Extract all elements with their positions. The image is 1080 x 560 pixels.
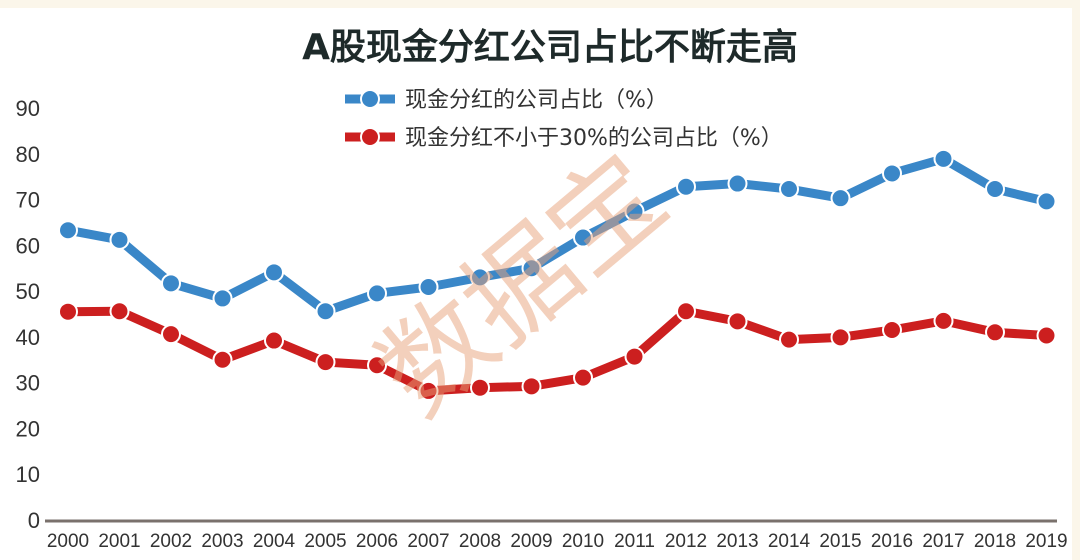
data-point <box>985 179 1005 200</box>
data-point <box>573 367 593 388</box>
data-point <box>161 273 181 294</box>
legend-label-1: 现金分红不小于30%的公司占比（%） <box>405 126 783 151</box>
data-point <box>212 288 233 309</box>
data-point <box>933 310 954 331</box>
data-point <box>624 346 645 367</box>
data-point <box>367 283 387 304</box>
x-tick-label: 2012 <box>665 531 707 552</box>
data-point <box>521 258 542 279</box>
x-tick-label: 2008 <box>459 531 501 552</box>
watermark: 数据宝 <box>354 130 689 440</box>
x-tick-label: 2013 <box>716 531 758 552</box>
data-point <box>109 301 130 322</box>
data-point <box>985 322 1005 343</box>
x-tick-label: 2006 <box>356 531 398 552</box>
x-tick-label: 2002 <box>150 531 192 552</box>
data-point <box>418 380 439 401</box>
y-tick-label: 90 <box>16 96 40 121</box>
y-tick-label: 0 <box>28 508 40 533</box>
x-tick-label: 2007 <box>407 531 449 552</box>
x-tick-label: 2003 <box>201 531 243 552</box>
x-tick-label: 2000 <box>47 531 89 552</box>
y-tick-label: 10 <box>16 462 40 487</box>
data-point <box>727 311 748 332</box>
data-point <box>315 352 336 373</box>
data-point <box>830 188 851 209</box>
data-point <box>521 376 542 397</box>
y-tick-label: 50 <box>16 279 40 304</box>
data-point <box>676 176 696 197</box>
data-point <box>367 355 387 376</box>
x-tick-label: 2014 <box>768 531 811 552</box>
y-tick-label: 20 <box>16 416 40 441</box>
data-point <box>58 301 78 322</box>
data-point <box>58 220 78 241</box>
y-tick-label: 80 <box>16 142 40 167</box>
data-point <box>882 320 902 341</box>
chart-title: A股现金分红公司占比不断走高 <box>302 27 798 68</box>
x-tick-label: 2017 <box>922 531 964 552</box>
data-point <box>933 148 954 169</box>
data-point <box>830 327 851 348</box>
x-tick-label: 2015 <box>819 531 861 552</box>
y-tick-label: 70 <box>16 188 40 213</box>
data-point <box>573 227 593 248</box>
legend-label-0: 现金分红的公司占比（%） <box>405 88 668 113</box>
data-point <box>779 179 799 200</box>
legend-marker-1 <box>360 127 380 147</box>
data-point <box>676 301 696 322</box>
x-tick-label: 2001 <box>98 531 140 552</box>
data-point <box>1036 191 1057 212</box>
x-tick-label: 2004 <box>253 531 296 552</box>
data-point <box>624 201 645 222</box>
data-point <box>882 163 902 184</box>
data-point <box>264 330 284 351</box>
x-tick-label: 2010 <box>562 531 604 552</box>
x-tick-label: 2011 <box>614 531 655 552</box>
data-point <box>161 324 181 345</box>
data-point <box>470 267 490 288</box>
y-tick-label: 30 <box>16 371 40 396</box>
x-tick-label: 2018 <box>974 531 1016 552</box>
data-point <box>315 301 336 322</box>
y-tick-label: 40 <box>16 325 40 350</box>
data-point <box>212 349 233 370</box>
data-point <box>1036 325 1057 346</box>
x-tick-label: 2005 <box>304 531 346 552</box>
data-point <box>779 329 799 350</box>
data-point <box>418 276 439 297</box>
x-tick-label: 2016 <box>871 531 913 552</box>
data-point <box>109 229 130 250</box>
data-point <box>264 262 284 283</box>
y-tick-label: 60 <box>16 233 40 258</box>
legend-marker-0 <box>360 89 380 109</box>
data-point <box>470 377 490 398</box>
x-tick-label: 2019 <box>1025 531 1067 552</box>
data-point <box>727 173 748 194</box>
x-tick-label: 2009 <box>510 531 552 552</box>
